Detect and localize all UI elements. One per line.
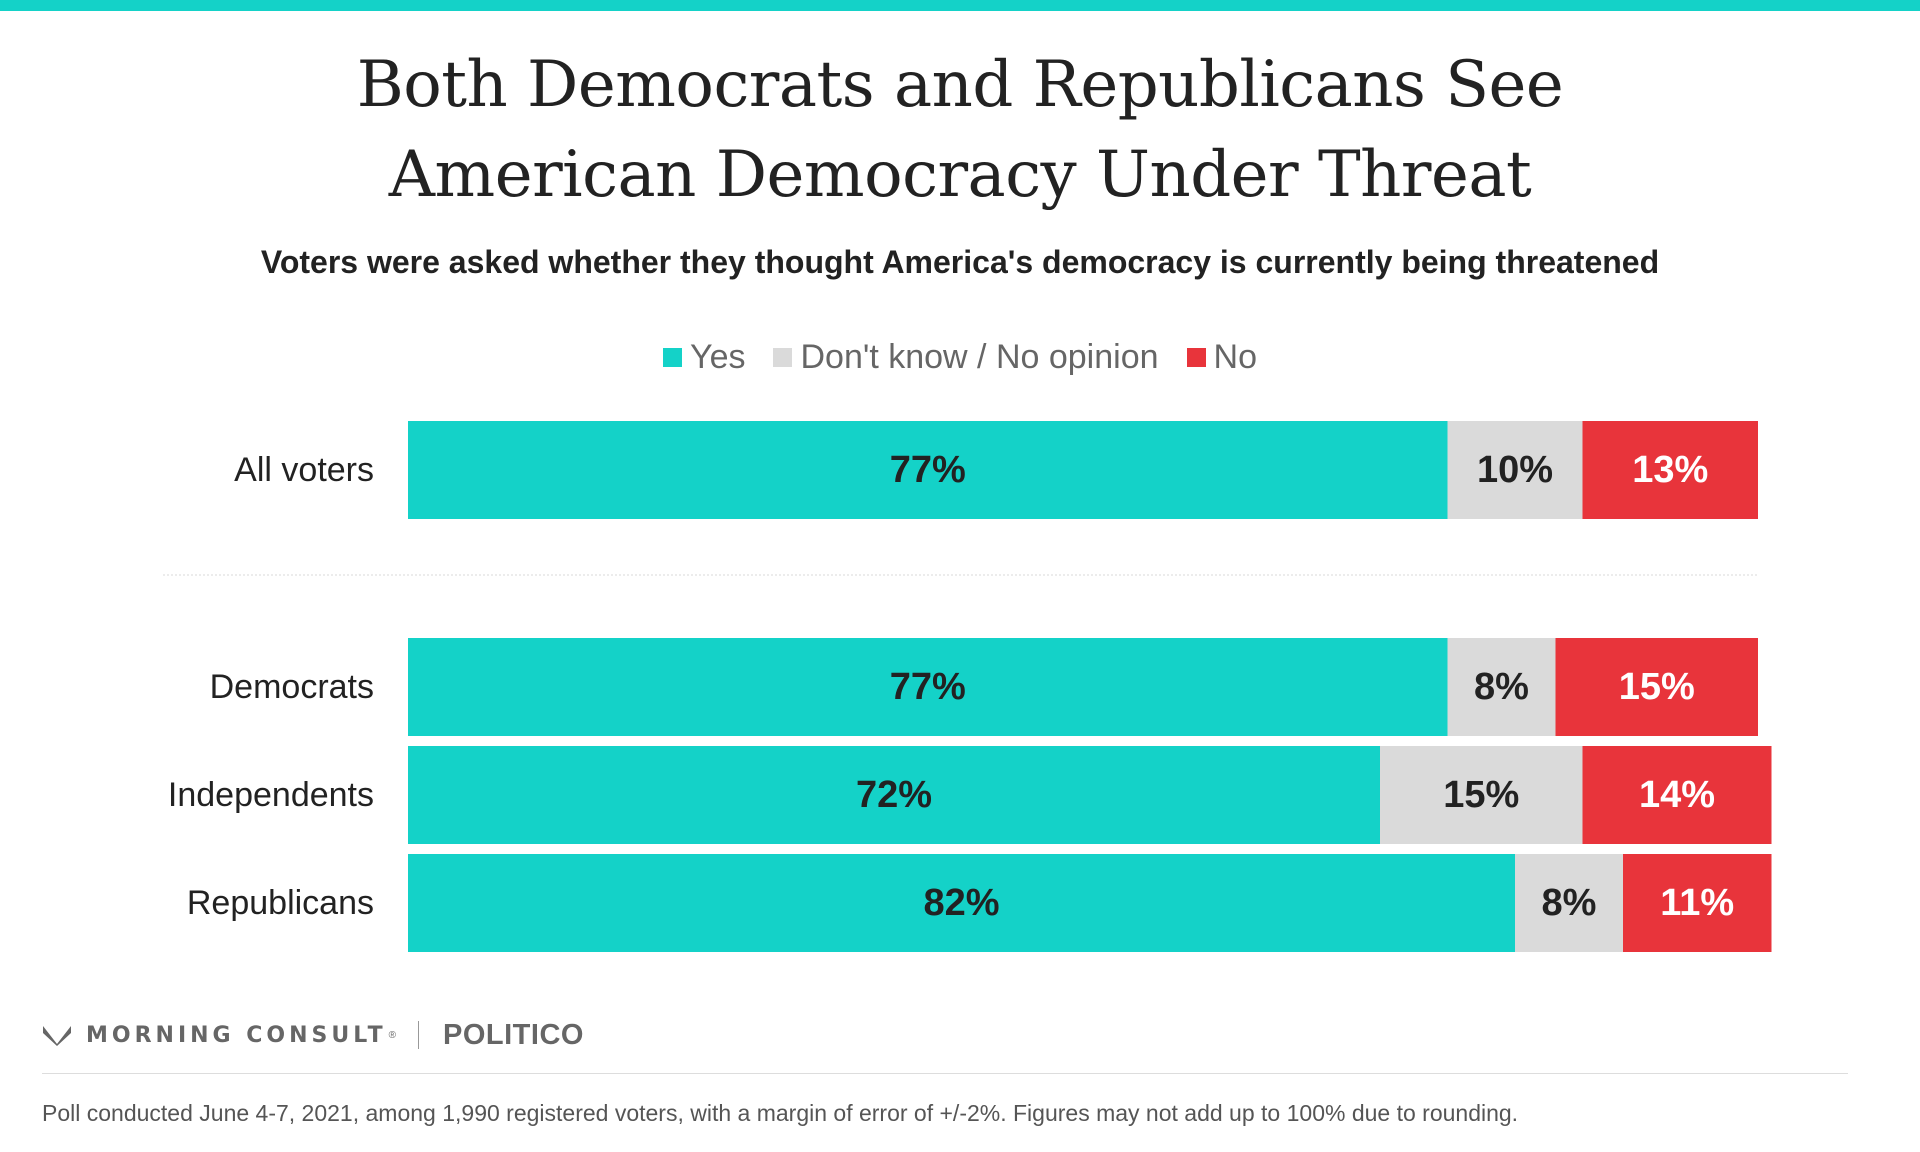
bar-all-voters-dont-know	[1447, 421, 1583, 519]
value-label-all-voters-no: 13%	[1632, 449, 1708, 491]
value-label-independents-no: 14%	[1639, 774, 1715, 816]
bar-independents-dont-know	[1380, 746, 1583, 844]
politico-wordmark: POLITICO	[443, 1018, 584, 1051]
top-accent-bar	[0, 0, 1920, 11]
bar-independents-no	[1582, 746, 1772, 844]
chart-subtitle: Voters were asked whether they thought A…	[260, 244, 1660, 280]
value-label-republicans-yes: 82%	[923, 882, 999, 924]
bar-democrats-no	[1555, 638, 1758, 736]
chart-title: Both Democrats and Republicans See Ameri…	[0, 40, 1920, 220]
trademark-symbol: ®	[388, 1029, 396, 1041]
value-label-democrats-yes: 77%	[890, 666, 966, 708]
footnote: Poll conducted June 4-7, 2021, among 1,9…	[42, 1100, 1519, 1126]
value-label-democrats-no: 15%	[1619, 666, 1695, 708]
legend-swatch-no	[1186, 348, 1206, 367]
chart-title-line-1: Both Democrats and Republicans See	[356, 48, 1564, 122]
value-label-democrats-dont-know: 8%	[1474, 666, 1529, 708]
bar-all-voters-yes	[408, 421, 1448, 519]
logo-divider	[418, 1021, 419, 1049]
value-label-independents-dont-know: 15%	[1443, 774, 1519, 816]
bar-republicans-dont-know	[1515, 854, 1623, 952]
bar-republicans-yes	[408, 854, 1515, 952]
value-label-all-voters-dont-know: 10%	[1477, 449, 1553, 491]
legend-swatch-dont-know	[773, 348, 793, 367]
row-label-democrats: Democrats	[210, 668, 374, 706]
row-label-republicans: Republicans	[187, 884, 374, 922]
stacked-bar-chart: All voters 77% 10% 13% Democrats 77% 8% 15% Inde…	[163, 421, 1772, 952]
legend-item-no: No	[1186, 338, 1257, 377]
morning-consult-logo-icon	[43, 1026, 71, 1046]
bar-republicans-no	[1623, 854, 1772, 952]
legend-label-yes: Yes	[690, 338, 746, 376]
value-label-all-voters-yes: 77%	[890, 449, 966, 491]
bar-democrats-yes	[408, 638, 1448, 736]
row-label-independents: Independents	[168, 776, 374, 814]
legend-item-yes: Yes	[663, 338, 745, 377]
row-label-all-voters: All voters	[234, 451, 374, 489]
value-label-republicans-no: 11%	[1660, 882, 1734, 924]
legend-label-dont-know: Don't know / No opinion	[800, 338, 1159, 376]
morning-consult-wordmark: MORNING CONSULT	[86, 1022, 387, 1048]
chart-legend: Yes Don't know / No opinion No	[0, 338, 1920, 377]
chart-title-line-2: American Democracy Under Threat	[388, 138, 1532, 212]
legend-item-dont-know: Don't know / No opinion	[773, 338, 1159, 377]
value-label-republicans-dont-know: 8%	[1542, 882, 1597, 924]
legend-label-no: No	[1213, 338, 1257, 376]
bar-all-voters-no	[1582, 421, 1758, 519]
bar-democrats-dont-know	[1447, 638, 1556, 736]
footer-divider	[42, 1073, 1848, 1074]
legend-swatch-yes	[663, 348, 683, 367]
branding-row: MORNING CONSULT ® POLITICO	[42, 1015, 584, 1055]
value-label-independents-yes: 72%	[856, 774, 932, 816]
bar-independents-yes	[408, 746, 1380, 844]
